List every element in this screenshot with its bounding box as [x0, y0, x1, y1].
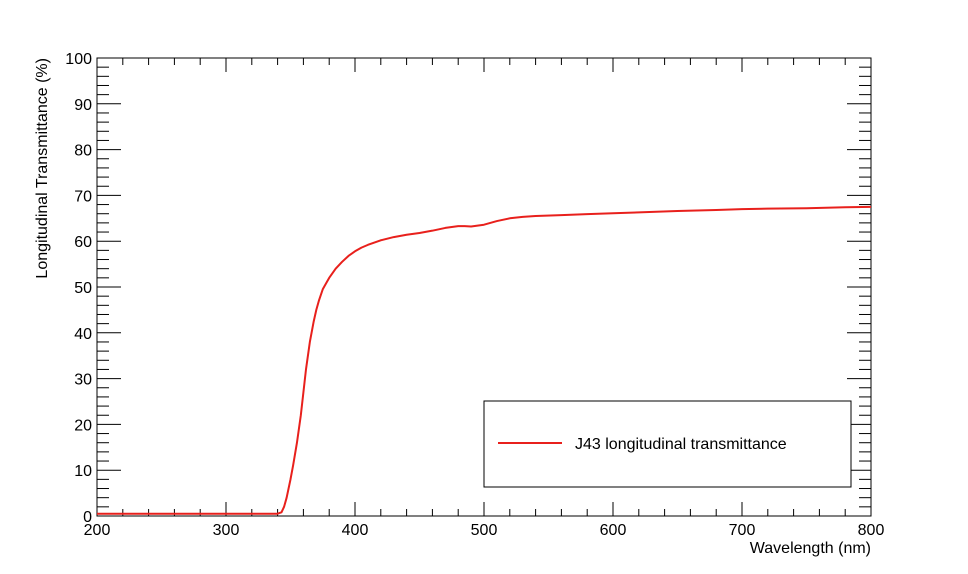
x-tick-label: 500: [471, 522, 498, 539]
x-tick-label: 300: [213, 522, 240, 539]
y-tick-label: 80: [74, 143, 92, 160]
y-tick-label: 70: [74, 188, 92, 205]
y-tick-label: 90: [74, 97, 92, 114]
x-tick-label: 200: [84, 522, 111, 539]
y-tick-label: 10: [74, 463, 92, 480]
x-tick-label: 700: [729, 522, 756, 539]
y-axis-title: Longitudinal Transmittance (%): [34, 58, 51, 279]
x-tick-label: 600: [600, 522, 627, 539]
x-axis-title: Wavelength (nm): [750, 540, 871, 557]
legend-label: J43 longitudinal transmittance: [575, 436, 787, 453]
y-tick-label: 30: [74, 372, 92, 389]
y-tick-label: 40: [74, 326, 92, 343]
tick-labels: 200 300 400 500 600 700 800 0 10 20 30 40 50 60 70 80 90…: [65, 51, 884, 539]
series-line: [97, 205, 872, 515]
y-tick-label: 0: [83, 509, 92, 526]
x-tick-label: 800: [858, 522, 885, 539]
y-tick-label: 20: [74, 417, 92, 434]
series-layer: [97, 205, 872, 515]
legend: J43 longitudinal transmittance: [483, 400, 852, 488]
axis-ticks: [96, 57, 872, 517]
x-tick-label: 400: [342, 522, 369, 539]
y-tick-label: 50: [74, 280, 92, 297]
y-tick-label: 60: [74, 234, 92, 251]
y-tick-label: 100: [65, 51, 92, 68]
